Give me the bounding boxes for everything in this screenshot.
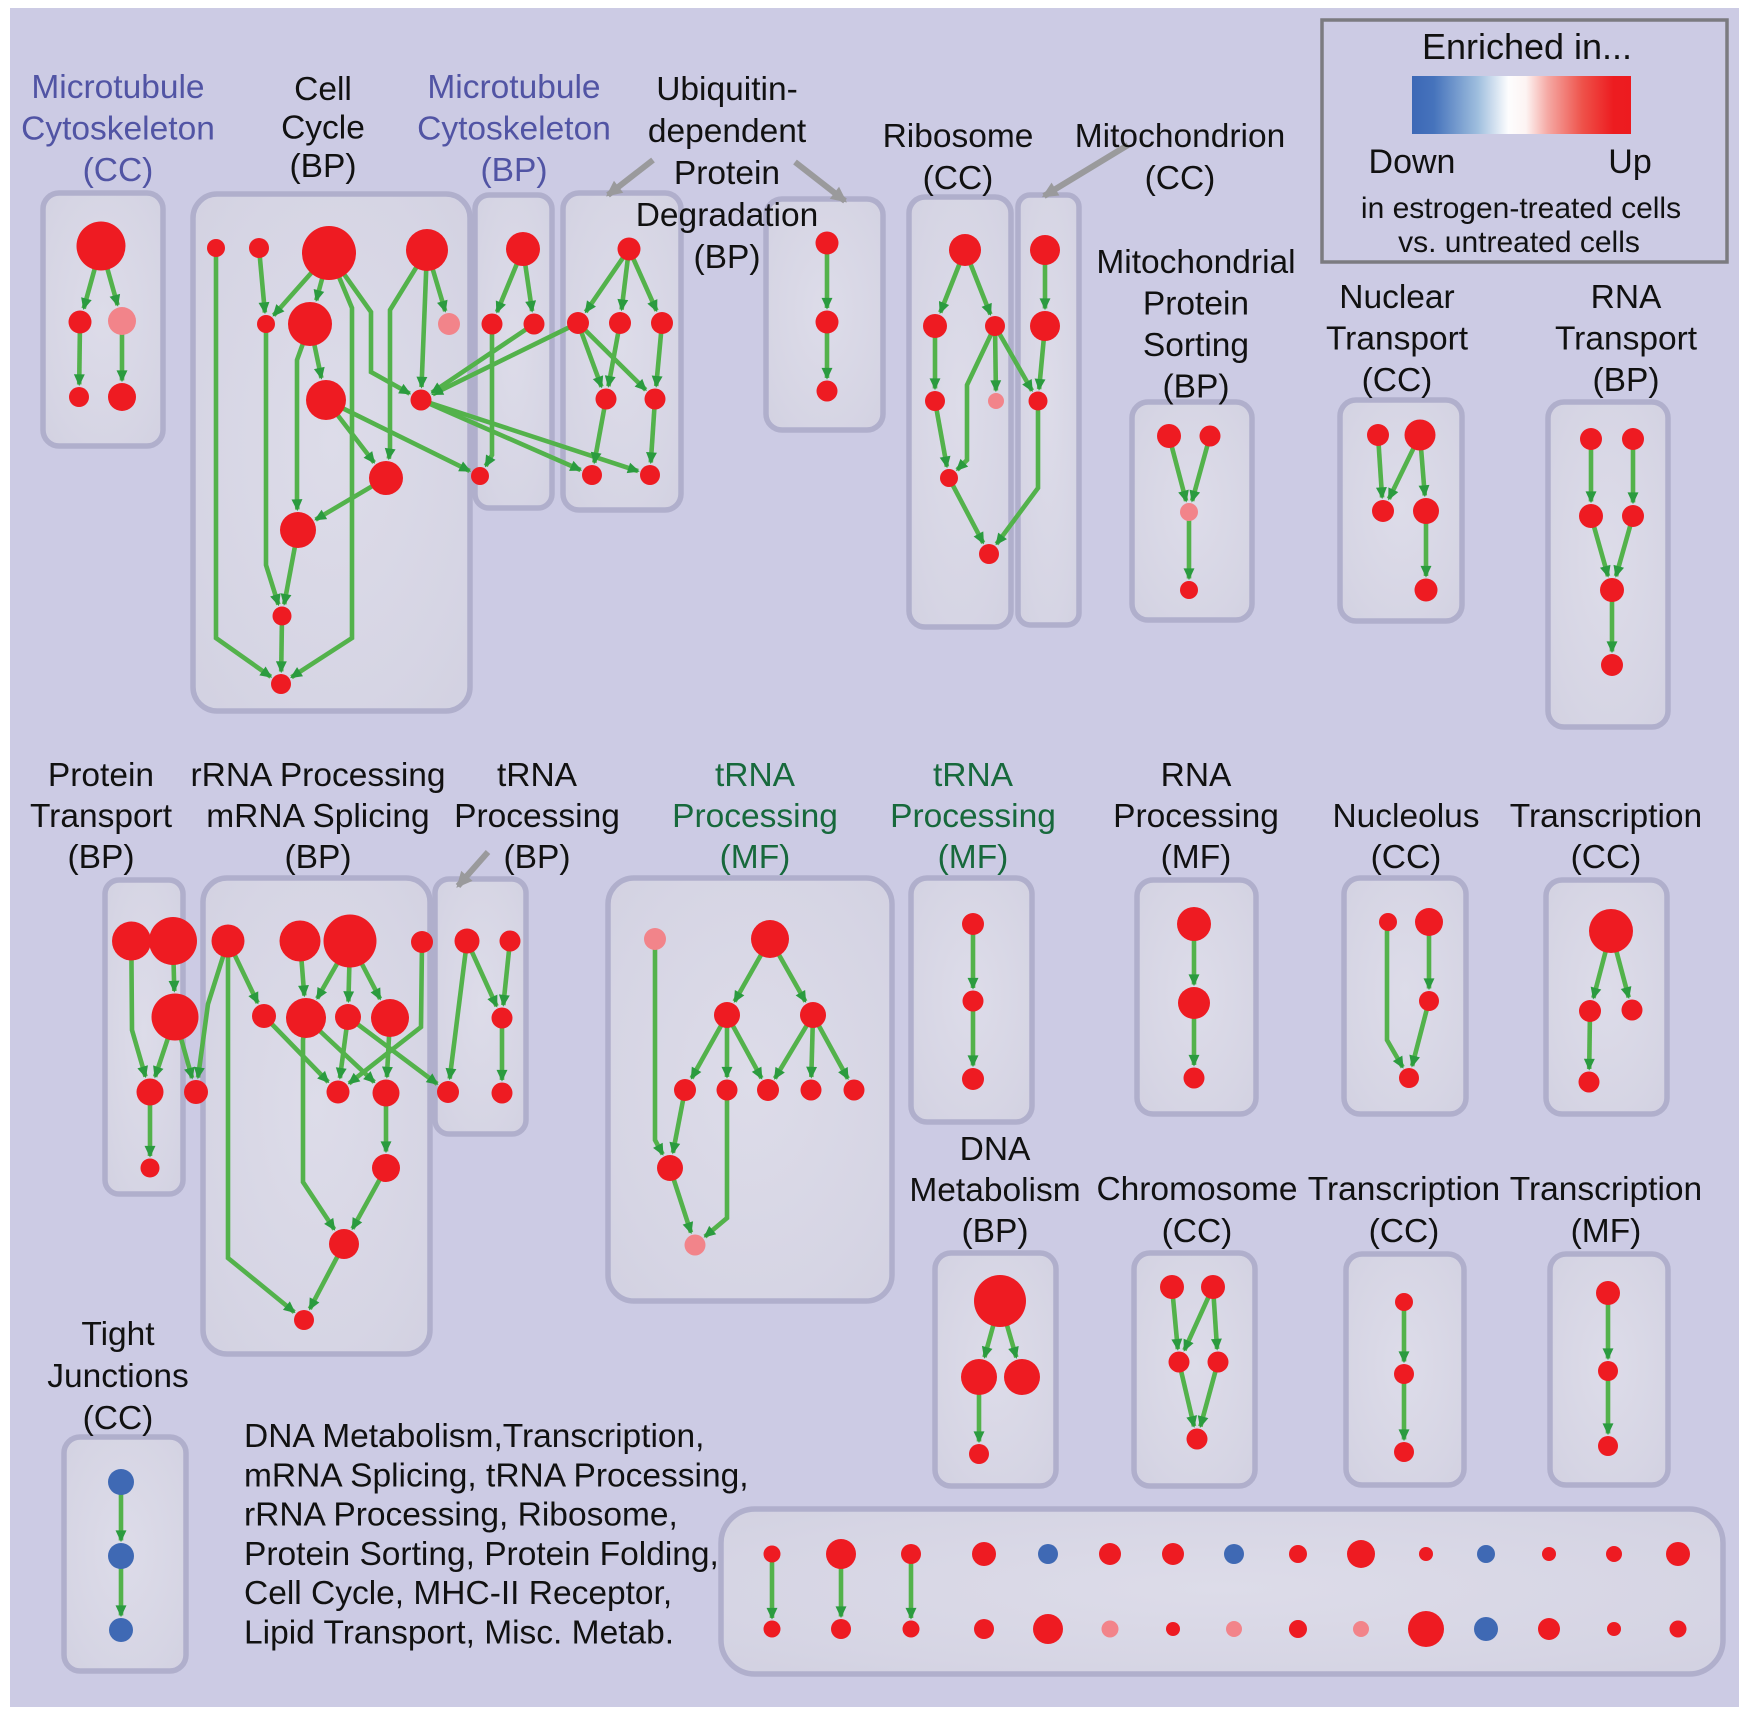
svg-text:Cell: Cell — [294, 71, 352, 108]
svg-text:(CC): (CC) — [1162, 1213, 1233, 1250]
svg-text:Transport: Transport — [1555, 321, 1698, 358]
svg-text:Tight: Tight — [81, 1316, 155, 1353]
svg-text:Microtubule: Microtubule — [31, 69, 204, 106]
svg-text:tRNA: tRNA — [715, 757, 796, 794]
svg-text:mRNA Splicing, tRNA Processing: mRNA Splicing, tRNA Processing, — [244, 1457, 749, 1494]
svg-text:Nucleolus: Nucleolus — [1332, 798, 1479, 835]
svg-text:Cytoskeleton: Cytoskeleton — [21, 111, 215, 148]
svg-text:Junctions: Junctions — [47, 1358, 189, 1395]
svg-text:Processing: Processing — [672, 798, 838, 835]
svg-text:Transport: Transport — [1326, 321, 1469, 358]
svg-text:Enriched in...: Enriched in... — [1422, 26, 1632, 67]
svg-text:Transcription: Transcription — [1308, 1171, 1500, 1208]
svg-text:Metabolism: Metabolism — [909, 1172, 1080, 1209]
svg-text:(CC): (CC) — [83, 152, 154, 189]
svg-text:Nuclear: Nuclear — [1339, 279, 1454, 316]
svg-text:RNA: RNA — [1591, 279, 1662, 316]
svg-text:Down: Down — [1369, 143, 1456, 181]
svg-text:Cell Cycle, MHC-II Receptor,: Cell Cycle, MHC-II Receptor, — [244, 1575, 672, 1612]
svg-text:Microtubule: Microtubule — [427, 69, 600, 106]
svg-text:Protein Sorting, Protein Foldi: Protein Sorting, Protein Folding, — [244, 1536, 719, 1573]
svg-text:(BP): (BP) — [285, 839, 352, 876]
svg-text:(BP): (BP) — [68, 839, 135, 876]
svg-text:Sorting: Sorting — [1143, 327, 1249, 364]
svg-text:(CC): (CC) — [1145, 160, 1216, 197]
svg-text:(CC): (CC) — [1571, 839, 1642, 876]
svg-text:Protein: Protein — [674, 155, 780, 192]
svg-text:RNA: RNA — [1161, 757, 1232, 794]
svg-text:mRNA Splicing: mRNA Splicing — [206, 798, 429, 835]
svg-text:Ubiquitin-: Ubiquitin- — [656, 71, 798, 108]
svg-text:vs. untreated cells: vs. untreated cells — [1398, 226, 1640, 259]
svg-text:Cycle: Cycle — [281, 110, 365, 147]
svg-text:(MF): (MF) — [720, 839, 791, 876]
svg-text:(CC): (CC) — [1362, 362, 1433, 399]
svg-text:rRNA Processing, Ribosome,: rRNA Processing, Ribosome, — [244, 1497, 678, 1534]
svg-text:Transcription: Transcription — [1510, 1171, 1702, 1208]
svg-text:tRNA: tRNA — [933, 757, 1014, 794]
svg-text:(CC): (CC) — [83, 1400, 154, 1437]
svg-text:(MF): (MF) — [1571, 1213, 1642, 1250]
svg-text:(CC): (CC) — [923, 160, 994, 197]
svg-text:Degradation: Degradation — [636, 197, 819, 234]
svg-text:(BP): (BP) — [962, 1213, 1029, 1250]
svg-text:DNA: DNA — [960, 1131, 1031, 1168]
svg-text:(BP): (BP) — [1163, 369, 1230, 406]
svg-text:Transport: Transport — [30, 798, 173, 835]
svg-text:DNA Metabolism,Transcription,: DNA Metabolism,Transcription, — [244, 1418, 704, 1455]
svg-text:tRNA: tRNA — [497, 757, 578, 794]
svg-text:Processing: Processing — [1113, 798, 1279, 835]
svg-text:(CC): (CC) — [1369, 1213, 1440, 1250]
svg-text:Cytoskeleton: Cytoskeleton — [417, 111, 611, 148]
svg-text:Ribosome: Ribosome — [883, 118, 1034, 155]
svg-text:Chromosome: Chromosome — [1096, 1171, 1297, 1208]
svg-text:Mitochondrial: Mitochondrial — [1096, 244, 1295, 281]
svg-text:Mitochondrion: Mitochondrion — [1075, 118, 1285, 155]
svg-text:(CC): (CC) — [1371, 839, 1442, 876]
svg-text:Processing: Processing — [890, 798, 1056, 835]
svg-text:rRNA Processing: rRNA Processing — [190, 757, 445, 794]
svg-text:(BP): (BP) — [290, 148, 357, 185]
svg-text:Protein: Protein — [1143, 286, 1249, 323]
svg-text:Lipid Transport, Misc. Metab.: Lipid Transport, Misc. Metab. — [244, 1615, 674, 1652]
svg-text:Up: Up — [1608, 143, 1651, 181]
svg-text:(BP): (BP) — [694, 239, 761, 276]
svg-text:(MF): (MF) — [938, 839, 1009, 876]
svg-text:(BP): (BP) — [481, 152, 548, 189]
svg-text:(MF): (MF) — [1161, 839, 1232, 876]
svg-text:(BP): (BP) — [1593, 362, 1660, 399]
svg-text:dependent: dependent — [648, 113, 807, 150]
svg-text:Protein: Protein — [48, 757, 154, 794]
svg-text:in estrogen-treated cells: in estrogen-treated cells — [1361, 192, 1681, 225]
svg-text:Processing: Processing — [454, 798, 620, 835]
svg-text:Transcription: Transcription — [1510, 798, 1702, 835]
svg-text:(BP): (BP) — [504, 839, 571, 876]
